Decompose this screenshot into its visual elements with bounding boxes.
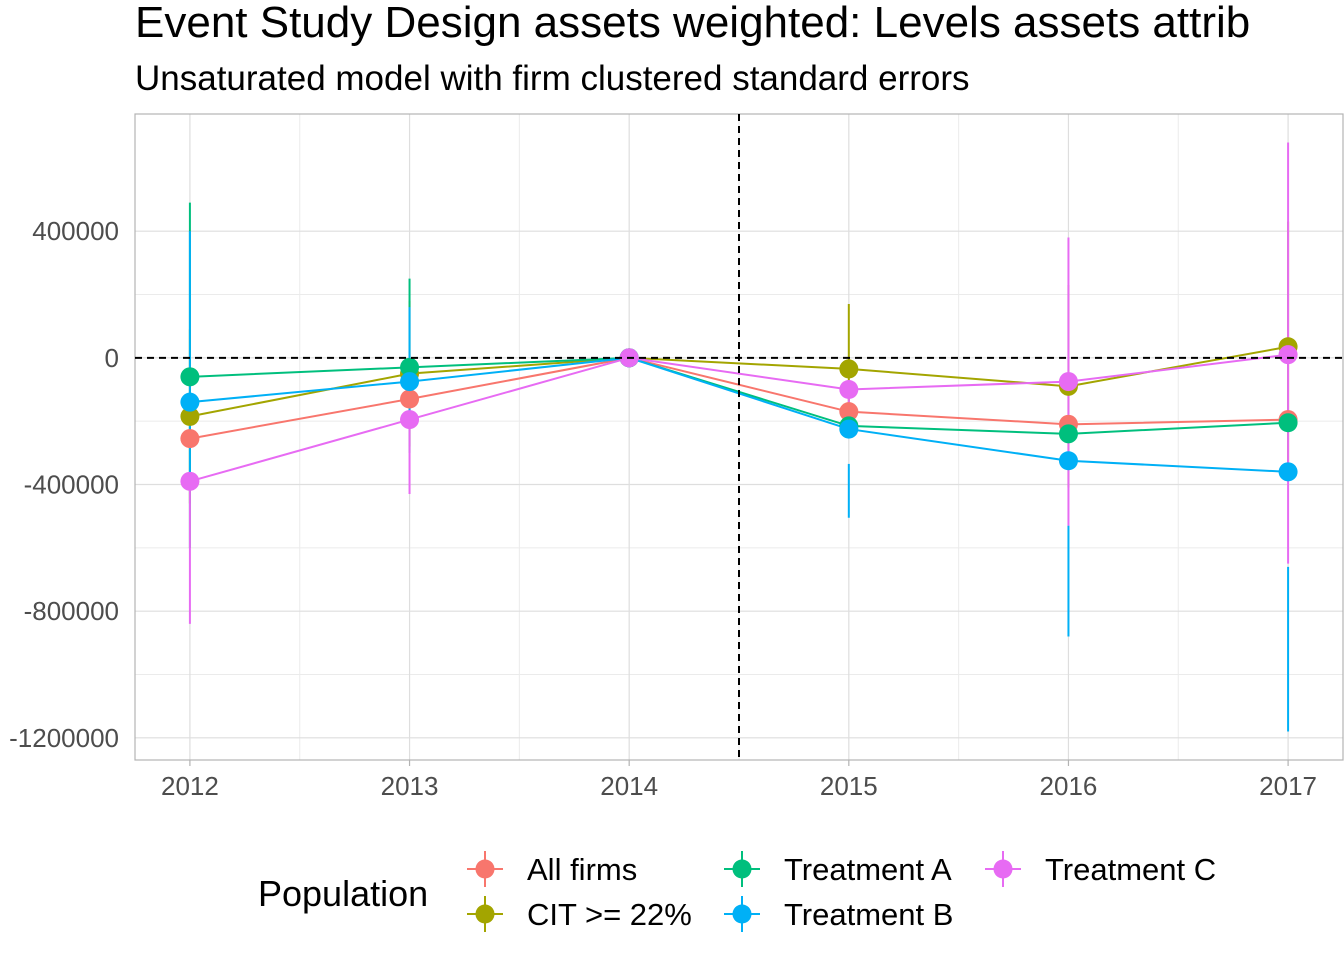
- legend-label: Treatment C: [1045, 852, 1216, 887]
- series-line: [189, 345, 1289, 418]
- legend-key-point: [732, 904, 752, 924]
- data-point: [400, 357, 420, 377]
- data-point: [1278, 462, 1298, 482]
- x-tick-label: 2014: [600, 771, 658, 801]
- legend-key-point: [475, 904, 495, 924]
- data-point: [400, 389, 420, 409]
- y-tick-label: -800000: [24, 596, 119, 626]
- series-line: [189, 353, 1289, 483]
- data-point: [839, 359, 859, 379]
- data-point: [1058, 451, 1078, 471]
- legend-key-point: [993, 859, 1013, 879]
- data-point: [180, 471, 200, 491]
- legend-label: CIT >= 22%: [527, 897, 692, 932]
- data-point: [180, 367, 200, 387]
- data-point: [400, 410, 420, 430]
- chart-title: Event Study Design assets weighted: Leve…: [135, 0, 1250, 47]
- x-tick-label: 2016: [1040, 771, 1098, 801]
- x-tick-label: 2013: [381, 771, 439, 801]
- y-tick-label: -1200000: [9, 723, 119, 753]
- y-tick-label: 400000: [32, 216, 119, 246]
- data-point: [400, 372, 420, 392]
- data-point: [180, 406, 200, 426]
- x-tick-label: 2015: [820, 771, 878, 801]
- data-point: [839, 380, 859, 399]
- x-tick-label: 2017: [1259, 771, 1317, 801]
- legend: Population All firms CIT >= 22% Treatment …: [258, 851, 1216, 932]
- data-point: [839, 419, 859, 439]
- data-point: [1278, 413, 1298, 433]
- data-point: [839, 402, 859, 422]
- chart-subtitle: Unsaturated model with firm clustered st…: [135, 59, 970, 98]
- x-tick-label: 2012: [161, 771, 219, 801]
- legend-title: Population: [258, 873, 428, 914]
- legend-key-point: [732, 859, 752, 879]
- legend-label: Treatment B: [784, 897, 953, 932]
- data-point: [180, 429, 200, 449]
- legend-label: Treatment A: [784, 852, 952, 887]
- data-point: [180, 392, 200, 412]
- legend-key-point: [475, 859, 495, 879]
- y-tick-label: -400000: [24, 470, 119, 500]
- legend-label: All firms: [527, 852, 637, 887]
- data-point: [1058, 372, 1078, 392]
- y-tick-label: 0: [105, 343, 119, 373]
- plot-area: 400000 0 -400000 -800000 -1200000 2012 2013 201…: [9, 113, 1344, 801]
- data-point: [1278, 345, 1298, 365]
- data-point: [1058, 424, 1078, 444]
